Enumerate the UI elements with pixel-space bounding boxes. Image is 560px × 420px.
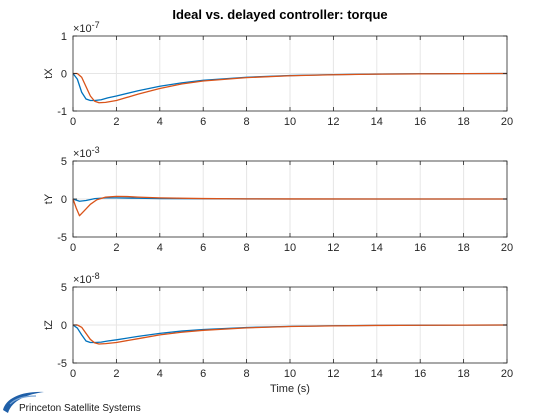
x-tick-label: 6 xyxy=(200,116,206,128)
y-exponent-label: ×10-3 xyxy=(73,145,100,160)
x-tick-label: 20 xyxy=(501,242,513,254)
subplot-2: 0 2 4 6 8 10 12 14 16 18 20-505×10-3tY xyxy=(43,145,513,254)
y-tick-label: -1 xyxy=(57,106,67,118)
y-exponent-label: ×10-8 xyxy=(73,271,100,286)
logo-text: Princeton Satellite Systems xyxy=(19,403,141,414)
company-logo: Princeton Satellite Systems xyxy=(3,391,141,414)
x-tick-label: 10 xyxy=(284,242,296,254)
y-tick-label: 5 xyxy=(61,282,67,294)
x-tick-label: 14 xyxy=(371,368,383,380)
x-tick-label: 12 xyxy=(327,368,339,380)
subplot-1: 0 2 4 6 8 10 12 14 16 18 20-101×10-7tX xyxy=(43,20,513,128)
y-exponent-label: ×10-7 xyxy=(73,20,100,35)
x-tick-label: 0 xyxy=(70,242,76,254)
x-tick-label: 6 xyxy=(200,242,206,254)
y-tick-label: 1 xyxy=(61,31,67,43)
x-axis-label: Time (s) xyxy=(270,383,310,395)
x-tick-label: 0 xyxy=(70,368,76,380)
x-tick-label: 4 xyxy=(157,116,163,128)
x-tick-label: 10 xyxy=(284,116,296,128)
x-tick-label: 2 xyxy=(113,242,119,254)
series-line-2 xyxy=(73,72,508,104)
x-tick-label: 18 xyxy=(457,368,469,380)
x-tick-label: 18 xyxy=(457,242,469,254)
x-tick-label: 16 xyxy=(414,368,426,380)
y-tick-label: 0 xyxy=(61,320,67,332)
x-tick-label: 18 xyxy=(457,116,469,128)
series-line-2 xyxy=(73,324,508,345)
x-tick-label: 14 xyxy=(371,242,383,254)
x-tick-label: 16 xyxy=(414,116,426,128)
y-axis-label: tZ xyxy=(43,320,55,330)
logo-swoosh-accent-icon xyxy=(9,395,37,405)
x-tick-label: 20 xyxy=(501,368,513,380)
x-tick-label: 16 xyxy=(414,242,426,254)
x-tick-label: 12 xyxy=(327,242,339,254)
x-tick-label: 8 xyxy=(244,368,250,380)
y-tick-label: 0 xyxy=(61,69,67,81)
y-tick-label: -5 xyxy=(57,232,67,244)
x-tick-label: 10 xyxy=(284,368,296,380)
x-tick-label: 14 xyxy=(371,116,383,128)
x-tick-label: 2 xyxy=(113,368,119,380)
y-tick-label: 5 xyxy=(61,156,67,168)
x-tick-label: 2 xyxy=(113,116,119,128)
x-tick-label: 4 xyxy=(157,368,163,380)
x-tick-label: 12 xyxy=(327,116,339,128)
x-tick-label: 20 xyxy=(501,116,513,128)
figure-title: Ideal vs. delayed controller: torque xyxy=(172,7,387,22)
y-tick-label: -5 xyxy=(57,358,67,370)
y-axis-label: tY xyxy=(43,193,55,204)
x-tick-label: 8 xyxy=(244,242,250,254)
x-tick-label: 8 xyxy=(244,116,250,128)
series-line-2 xyxy=(72,195,507,217)
x-tick-label: 6 xyxy=(200,368,206,380)
x-tick-label: 0 xyxy=(70,116,76,128)
y-axis-label: tX xyxy=(43,68,55,79)
y-tick-label: 0 xyxy=(61,194,67,206)
x-tick-label: 4 xyxy=(157,242,163,254)
